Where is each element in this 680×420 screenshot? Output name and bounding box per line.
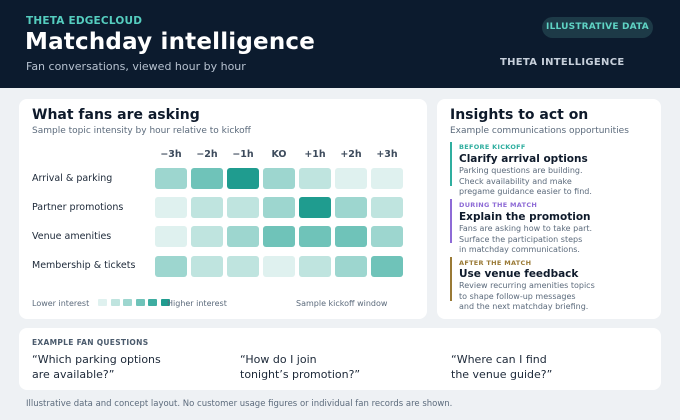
fan-question-line: “Which parking options (32, 353, 161, 366)
insight-body: Fans are asking how to take part. Surfac… (459, 224, 654, 256)
fan-question: “Which parking options are available?” (32, 352, 212, 382)
heatmap-cell (371, 197, 403, 218)
questions-card (19, 328, 661, 390)
heatmap-column-header: −2h (196, 149, 218, 160)
insight-heading: Clarify arrival options (459, 153, 588, 165)
heatmap-cell (371, 226, 403, 247)
page-title: Matchday intelligence (25, 29, 316, 55)
heatmap-cell (155, 197, 187, 218)
insights-subtitle: Example communications opportunities (450, 126, 629, 136)
questions-label: EXAMPLE FAN QUESTIONS (32, 338, 149, 347)
insight-tag: AFTER THE MATCH (459, 259, 532, 267)
insight-body: Parking questions are building. Check av… (459, 166, 654, 198)
insight-heading: Explain the promotion (459, 211, 591, 223)
heatmap-row-label: Partner promotions (32, 202, 124, 213)
insights-card (437, 99, 661, 319)
footer-disclaimer: Illustrative data and concept layout. No… (26, 399, 453, 409)
insight-tag: DURING THE MATCH (459, 201, 538, 209)
legend-low-label: Lower interest (32, 299, 90, 308)
fan-question: “How do I join tonight’s promotion?” (240, 352, 420, 382)
brand-label: THETA EDGECLOUD (26, 15, 143, 27)
kickoff-window-note: Sample kickoff window (296, 299, 388, 308)
legend-swatch (98, 299, 107, 306)
fan-question-line: “How do I join (240, 353, 317, 366)
insight-line: Review recurring amenities topics (459, 281, 595, 290)
brand-right-label: THETA INTELLIGENCE (500, 57, 625, 68)
insight-line: Fans are asking how to take part. (459, 224, 593, 233)
header: THETA EDGECLOUD Matchday intelligence Fa… (0, 0, 680, 88)
heatmap-cell (335, 256, 367, 277)
heatmap-cell (299, 256, 331, 277)
insight-accent-bar (450, 199, 452, 243)
heatmap-cell (227, 256, 259, 277)
heatmap-row-label: Membership & tickets (32, 260, 136, 271)
page-subtitle: Fan conversations, viewed hour by hour (26, 60, 246, 73)
legend-swatch (160, 299, 170, 306)
heatmap-cell (263, 256, 295, 277)
insights-title: Insights to act on (450, 107, 589, 123)
illustrative-data-badge: ILLUSTRATIVE DATA (542, 17, 653, 38)
heatmap-column-header: +2h (340, 149, 362, 160)
heatmap-cell (263, 197, 295, 218)
heatmap-cell (371, 256, 403, 277)
heatmap-cell (263, 226, 295, 247)
heatmap-cell (155, 226, 187, 247)
heatmap-title: What fans are asking (32, 107, 200, 123)
heatmap-cell (335, 197, 367, 218)
heatmap-cell (227, 226, 259, 247)
heatmap-cell (299, 168, 331, 189)
fan-question-line: the venue guide?” (451, 368, 553, 381)
heatmap-cell (227, 197, 259, 218)
fan-question-line: “Where can I find (451, 353, 547, 366)
legend-swatch (148, 299, 157, 306)
heatmap-cell (191, 197, 223, 218)
heatmap-cell (191, 168, 223, 189)
insight-line: Check availability and make (459, 176, 572, 186)
legend-swatch (135, 299, 145, 306)
insight-line: to shape follow-up messages (459, 291, 576, 301)
heatmap-column-header: +3h (376, 149, 398, 160)
fan-question-line: tonight’s promotion?” (240, 368, 361, 381)
insight-line: and the next matchday briefing. (459, 302, 589, 311)
heatmap-subtitle: Sample topic intensity by hour relative … (32, 126, 251, 136)
heatmap-row-label: Arrival & parking (32, 173, 113, 184)
heatmap-cell (263, 168, 295, 189)
heatmap-column-header: −1h (232, 149, 254, 160)
heatmap-cell (155, 256, 187, 277)
insight-line: in matchday communications. (459, 245, 580, 254)
fan-question: “Where can I find the venue guide?” (451, 352, 631, 382)
heatmap-column-header: −3h (160, 149, 182, 160)
heatmap-cell (299, 197, 331, 218)
fan-question-line: are available?” (32, 368, 115, 381)
heatmap-cell (299, 226, 331, 247)
heatmap-cell (227, 168, 259, 189)
heatmap-cell (335, 168, 367, 189)
heatmap-cell (191, 256, 223, 277)
heatmap-column-header: KO (271, 149, 287, 160)
insight-line: pregame guidance easier to find. (459, 187, 592, 196)
legend-swatch (110, 299, 120, 306)
insight-heading: Use venue feedback (459, 268, 579, 280)
heatmap-cell (371, 168, 403, 189)
insight-tag: BEFORE KICKOFF (459, 143, 526, 151)
heatmap-cell (335, 226, 367, 247)
heatmap-cell (155, 168, 187, 189)
insight-line: Surface the participation steps (459, 234, 583, 244)
insight-accent-bar (450, 142, 452, 186)
legend-swatch (123, 299, 132, 306)
legend-high-label: Higher interest (167, 299, 227, 308)
heatmap-column-header: +1h (304, 149, 326, 160)
insight-body: Review recurring amenities topics to sha… (459, 281, 654, 313)
heatmap-cell (191, 226, 223, 247)
insight-line: Parking questions are building. (459, 166, 583, 175)
insight-accent-bar (450, 257, 452, 301)
heatmap-row-label: Venue amenities (32, 231, 112, 242)
